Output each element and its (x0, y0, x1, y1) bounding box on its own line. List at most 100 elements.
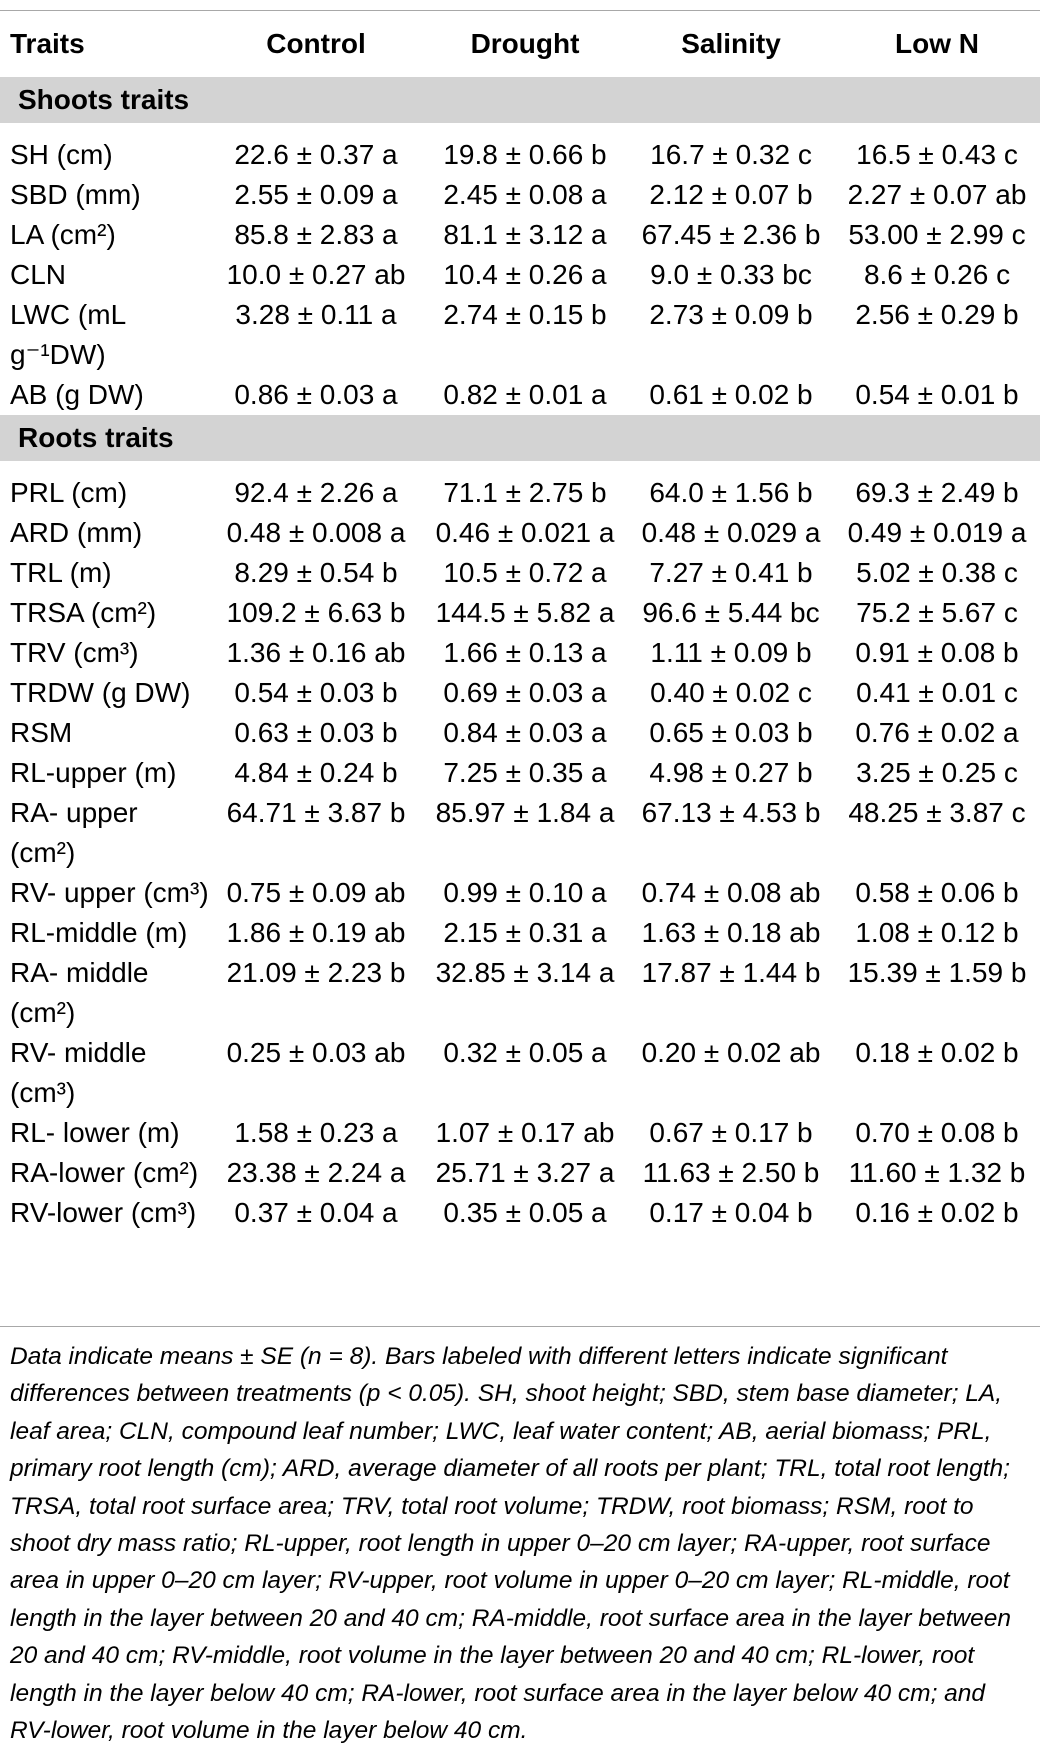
trait-value: 5.02 ± 0.38 c (856, 557, 1018, 588)
trait-value: 2.73 ± 0.09 b (649, 299, 813, 330)
table-row: ARD (mm) 0.48 ± 0.008 a 0.46 ± 0.021 a 0.48… (0, 513, 1040, 553)
trait-value: 0.74 ± 0.08 ab (641, 877, 821, 908)
table-footnote: Data indicate means ± SE (n = 8). Bars l… (10, 1343, 1011, 1745)
trait-value: 0.63 ± 0.03 b (234, 717, 398, 748)
trait-value: 0.54 ± 0.03 b (234, 677, 398, 708)
trait-label: TRV (cm³) (10, 637, 139, 668)
trait-value: 2.15 ± 0.31 a (443, 917, 607, 948)
trait-value: 3.28 ± 0.11 a (235, 299, 397, 330)
trait-value: 19.8 ± 0.66 b (443, 139, 607, 170)
section-title: Roots traits (0, 415, 1040, 461)
trait-value: 7.25 ± 0.35 a (443, 757, 607, 788)
trait-value: 67.13 ± 4.53 b (641, 797, 821, 828)
trait-value: 0.37 ± 0.04 a (234, 1197, 398, 1228)
section-spacer (0, 461, 1040, 473)
trait-value: 67.45 ± 2.36 b (641, 219, 821, 250)
trait-value: 75.2 ± 5.67 c (856, 597, 1018, 628)
trait-value: 0.69 ± 0.03 a (443, 677, 607, 708)
trait-label: TRL (m) (10, 557, 112, 588)
table-row: RV-lower (cm³) 0.37 ± 0.04 a 0.35 ± 0.05 a… (0, 1193, 1040, 1233)
trait-value: 1.11 ± 0.09 b (650, 637, 812, 668)
trait-value: 0.40 ± 0.02 c (650, 677, 812, 708)
trait-value: 16.5 ± 0.43 c (856, 139, 1018, 170)
table-row: RL-upper (m) 4.84 ± 0.24 b 7.25 ± 0.35 a 4.… (0, 753, 1040, 793)
trait-label: RV- upper (cm³) (10, 877, 209, 908)
trait-value: 0.76 ± 0.02 a (855, 717, 1019, 748)
header-drought: Drought (470, 28, 580, 59)
trait-value: 0.48 ± 0.029 a (641, 517, 821, 548)
trait-value: 3.25 ± 0.25 c (856, 757, 1018, 788)
trait-value: 0.25 ± 0.03 ab (226, 1037, 406, 1068)
trait-value: 0.54 ± 0.01 b (855, 379, 1019, 410)
trait-value: 23.38 ± 2.24 a (226, 1157, 406, 1188)
table-row: RL-middle (m) 1.86 ± 0.19 ab 2.15 ± 0.31 a… (0, 913, 1040, 953)
trait-value: 53.00 ± 2.99 c (848, 219, 1026, 250)
table-row: RA-lower (cm²) 23.38 ± 2.24 a 25.71 ± 3.27… (0, 1153, 1040, 1193)
trait-value: 0.17 ± 0.04 b (649, 1197, 813, 1228)
table-header-row: Traits Control Drought Salinity Low N (0, 11, 1040, 77)
header-low-n: Low N (895, 28, 979, 59)
table-row: SBD (mm) 2.55 ± 0.09 a 2.45 ± 0.08 a 2.12 ±… (0, 175, 1040, 215)
table-row: PRL (cm) 92.4 ± 2.26 a 71.1 ± 2.75 b 64.0 ±… (0, 473, 1040, 513)
trait-label: RL-upper (m) (10, 757, 177, 788)
traits-table: Traits Control Drought Salinity Low N Sh… (0, 11, 1040, 1233)
trait-value: 4.98 ± 0.27 b (649, 757, 813, 788)
table-row: RA- middle (cm²) 21.09 ± 2.23 b 32.85 ± 3.… (0, 953, 1040, 1033)
trait-value: 10.5 ± 0.72 a (443, 557, 607, 588)
trait-value: 1.86 ± 0.19 ab (226, 917, 406, 948)
trait-value: 2.56 ± 0.29 b (855, 299, 1019, 330)
trait-label: RA- upper (cm²) (10, 797, 138, 868)
trait-value: 0.49 ± 0.019 a (847, 517, 1027, 548)
table-row: TRV (cm³) 1.36 ± 0.16 ab 1.66 ± 0.13 a 1.11… (0, 633, 1040, 673)
trait-value: 11.60 ± 1.32 b (848, 1157, 1026, 1188)
trait-label: SH (cm) (10, 139, 113, 170)
trait-value: 2.12 ± 0.07 b (649, 179, 813, 210)
trait-value: 92.4 ± 2.26 a (234, 477, 398, 508)
trait-label: RL-middle (m) (10, 917, 188, 948)
trait-value: 0.46 ± 0.021 a (435, 517, 615, 548)
trait-value: 21.09 ± 2.23 b (226, 957, 406, 988)
section-title: Shoots traits (0, 77, 1040, 123)
trait-label: RA- middle (cm²) (10, 957, 149, 1028)
trait-value: 0.61 ± 0.02 b (649, 379, 813, 410)
trait-value: 96.6 ± 5.44 bc (642, 597, 820, 628)
trait-label: RV- middle (cm³) (10, 1037, 147, 1108)
trait-value: 85.97 ± 1.84 a (435, 797, 615, 828)
trait-value: 81.1 ± 3.12 a (443, 219, 607, 250)
trait-value: 0.35 ± 0.05 a (443, 1197, 607, 1228)
trait-label: TRSA (cm²) (10, 597, 157, 628)
trait-value: 2.55 ± 0.09 a (234, 179, 398, 210)
trait-label: CLN (10, 259, 67, 290)
trait-value: 1.66 ± 0.13 a (443, 637, 607, 668)
trait-label: AB (g DW) (10, 379, 144, 410)
table-row: LWC (mL g⁻¹DW) 3.28 ± 0.11 a 2.74 ± 0.15 b… (0, 295, 1040, 375)
trait-value: 0.70 ± 0.08 b (855, 1117, 1019, 1148)
trait-value: 15.39 ± 1.59 b (847, 957, 1027, 988)
section-spacer (0, 123, 1040, 135)
table-row: CLN 10.0 ± 0.27 ab 10.4 ± 0.26 a 9.0 ± 0.33… (0, 255, 1040, 295)
trait-label: RL- lower (m) (10, 1117, 180, 1148)
trait-value: 1.63 ± 0.18 ab (641, 917, 821, 948)
trait-value: 0.91 ± 0.08 b (855, 637, 1019, 668)
header-traits: Traits (10, 28, 85, 59)
trait-value: 11.63 ± 2.50 b (642, 1157, 820, 1188)
trait-value: 0.82 ± 0.01 a (443, 379, 607, 410)
trait-value: 0.99 ± 0.10 a (443, 877, 607, 908)
trait-value: 109.2 ± 6.63 b (226, 597, 406, 628)
table-row: TRL (m) 8.29 ± 0.54 b 10.5 ± 0.72 a 7.27 ± … (0, 553, 1040, 593)
trait-value: 0.48 ± 0.008 a (226, 517, 406, 548)
trait-value: 9.0 ± 0.33 bc (650, 259, 812, 290)
trait-label: LWC (mL g⁻¹DW) (10, 299, 126, 370)
trait-value: 0.86 ± 0.03 a (234, 379, 398, 410)
trait-value: 64.0 ± 1.56 b (649, 477, 813, 508)
trait-value: 69.3 ± 2.49 b (855, 477, 1019, 508)
trait-value: 32.85 ± 3.14 a (435, 957, 615, 988)
trait-value: 1.07 ± 0.17 ab (435, 1117, 615, 1148)
table-row: SH (cm) 22.6 ± 0.37 a 19.8 ± 0.66 b 16.7 ± … (0, 135, 1040, 175)
trait-value: 0.67 ± 0.17 b (649, 1117, 813, 1148)
trait-value: 7.27 ± 0.41 b (649, 557, 813, 588)
trait-value: 1.58 ± 0.23 a (234, 1117, 398, 1148)
trait-value: 144.5 ± 5.82 a (435, 597, 615, 628)
trait-label: TRDW (g DW) (10, 677, 191, 708)
trait-label: RSM (10, 717, 73, 748)
